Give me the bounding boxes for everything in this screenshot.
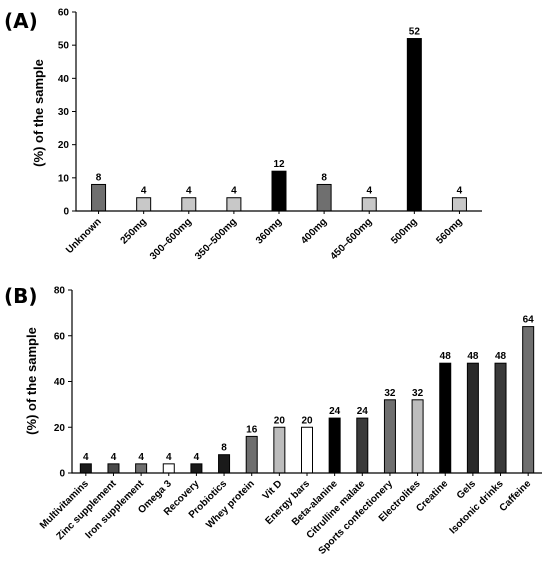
panel-a-bar bbox=[226, 197, 242, 212]
panel-b-data-label: 8 bbox=[221, 443, 227, 454]
panel-a-y-tick-label: 30 bbox=[58, 107, 70, 118]
panel-a-data-label: 4 bbox=[231, 186, 237, 197]
panel-b-bar bbox=[218, 454, 231, 474]
panel-b-data-label: 20 bbox=[274, 415, 286, 426]
panel-a-bar bbox=[91, 183, 107, 212]
panel-b-data-label: 24 bbox=[329, 406, 341, 417]
panel-b-bar bbox=[135, 463, 148, 474]
panel-a-axes bbox=[75, 12, 482, 212]
panel-b-data-label: 32 bbox=[384, 388, 396, 399]
panel-b-bar bbox=[328, 417, 341, 474]
panel-a-x-tick-label: 350–500mg bbox=[193, 216, 239, 262]
panel-a-data-label: 4 bbox=[141, 186, 147, 197]
panel-a-bar bbox=[181, 197, 197, 212]
panel-b-data-label: 32 bbox=[412, 388, 424, 399]
panel-b-bar bbox=[79, 463, 92, 474]
panel-a-bar bbox=[406, 38, 422, 212]
panel-a-bar bbox=[136, 197, 152, 212]
panel-b-axes bbox=[71, 290, 542, 474]
panel-b-bar bbox=[107, 463, 120, 474]
panel-a-bar bbox=[271, 170, 287, 212]
panel-a-y-tick-label: 0 bbox=[63, 207, 69, 218]
panel-b-data-label: 48 bbox=[467, 351, 479, 362]
panel-a-x-tick-label: 360mg bbox=[254, 216, 284, 246]
panel-a-data-label: 4 bbox=[186, 186, 192, 197]
panel-b-bar bbox=[245, 435, 258, 474]
panel-b-x-tick-label: Gels bbox=[455, 478, 478, 501]
panel-a-data-label: 4 bbox=[457, 186, 463, 197]
panel-a-bar bbox=[316, 183, 332, 212]
panel-a-y-ticks: 0 10 20 30 40 50 60 bbox=[58, 8, 76, 218]
panel-b-y-tick-label: 0 bbox=[59, 469, 65, 480]
panel-b-y-ticks: 0 20 40 60 80 bbox=[54, 286, 72, 480]
panel-b-y-tick-label: 80 bbox=[54, 286, 66, 297]
panel-a-bars bbox=[91, 38, 467, 212]
panel-b-y-axis-label: (%) of the sample bbox=[24, 327, 39, 435]
panel-b-y-tick-label: 40 bbox=[54, 377, 66, 388]
panel-b-bar bbox=[383, 399, 396, 474]
panel-a-x-tick-label: 560mg bbox=[434, 216, 464, 246]
panel-b-data-label: 48 bbox=[495, 351, 507, 362]
panel-b-data-label: 64 bbox=[523, 315, 535, 326]
panel-a-data-label: 12 bbox=[273, 159, 285, 170]
panel-b-label: (B) bbox=[4, 284, 38, 308]
panel-a-y-tick-label: 10 bbox=[58, 173, 70, 184]
panel-b-data-label: 48 bbox=[440, 351, 452, 362]
panel-a-data-label: 4 bbox=[366, 186, 372, 197]
panel-a-x-tick-label: Unknown bbox=[64, 216, 104, 256]
panel-a-label: (A) bbox=[4, 9, 38, 33]
panel-b-data-label: 4 bbox=[83, 452, 89, 463]
panel-a-data-labels: 8 4 4 4 12 8 4 52 4 bbox=[96, 27, 463, 197]
panel-b-bar bbox=[466, 362, 479, 474]
panel-b-bar bbox=[522, 326, 535, 474]
panel-b-bar bbox=[273, 426, 286, 474]
panel-b-bar bbox=[190, 463, 203, 474]
panel-a-y-tick-label: 50 bbox=[58, 41, 70, 52]
panel-b-bar bbox=[356, 417, 369, 474]
panel-a-y-axis-label: (%) of the sample bbox=[31, 59, 46, 167]
panel-a-y-tick-label: 60 bbox=[58, 8, 70, 19]
panel-a-y-tick-label: 40 bbox=[58, 74, 70, 85]
panel-a-bar-chart: (A) (%) of the sample 0 10 20 30 40 50 60 8 4 4 4… bbox=[4, 8, 482, 262]
panel-a-x-tick-labels: Unknown 250mg 300–600mg 350–500mg 360mg 400mg… bbox=[64, 211, 465, 262]
panel-a-x-tick-label: 400mg bbox=[299, 216, 329, 246]
panel-a-y-tick-label: 20 bbox=[58, 140, 70, 151]
panel-a-x-tick-label: 450–600mg bbox=[328, 216, 374, 262]
panel-b-data-label: 20 bbox=[301, 415, 313, 426]
panel-a-x-tick-label: 500mg bbox=[389, 216, 419, 246]
panel-b-data-label: 4 bbox=[166, 452, 172, 463]
panel-b-y-tick-label: 60 bbox=[54, 331, 66, 342]
panel-b-data-label: 4 bbox=[111, 452, 117, 463]
panel-b-data-label: 24 bbox=[357, 406, 369, 417]
panel-b-bar bbox=[494, 362, 507, 474]
panel-b-bar bbox=[301, 426, 313, 474]
panel-b-x-tick-label: Vit D bbox=[261, 478, 285, 502]
panel-b-bars bbox=[79, 326, 535, 474]
panel-b-x-tick-label: Caffeine bbox=[498, 478, 534, 514]
panel-a-bar bbox=[361, 197, 377, 212]
panel-b-data-label: 4 bbox=[138, 452, 144, 463]
panel-b-data-label: 16 bbox=[246, 424, 258, 435]
panel-a-data-label: 8 bbox=[321, 172, 327, 183]
panel-b-y-tick-label: 20 bbox=[54, 423, 66, 434]
panel-b-bar bbox=[162, 463, 175, 474]
panel-a-x-tick-label: 250mg bbox=[119, 216, 149, 246]
panel-a-data-label: 8 bbox=[96, 172, 102, 183]
panel-b-data-label: 4 bbox=[194, 452, 200, 463]
panel-a-data-label: 52 bbox=[409, 27, 421, 38]
panel-a-x-tick-label: 300–600mg bbox=[148, 216, 194, 262]
panel-b-bar bbox=[411, 399, 424, 474]
panel-b-bar bbox=[439, 362, 452, 474]
panel-a-bar bbox=[451, 197, 467, 212]
